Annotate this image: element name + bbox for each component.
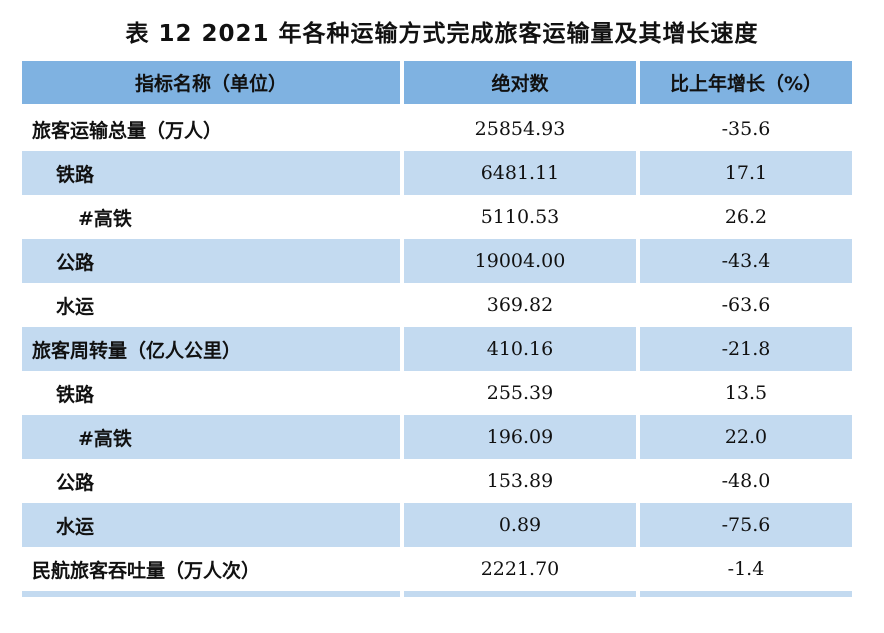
table-row: 铁路 255.39 13.5 [22,371,852,415]
row-value: 153.89 [486,470,554,492]
table-footer-band [22,591,852,597]
row-growth: 13.5 [724,382,768,404]
row-value: 5110.53 [480,206,560,228]
page-title: 表 12 2021 年各种运输方式完成旅客运输量及其增长速度 [125,21,759,47]
footer-cell [640,591,852,597]
table-row: 旅客运输总量（万人） 25854.93 -35.6 [22,107,852,151]
data-table: 指标名称（单位） 绝对数 比上年增长（%） 旅客运输总量（万人） 25854.9… [22,61,852,597]
row-growth: -43.4 [640,239,852,283]
row-growth: -75.6 [640,503,852,547]
table-row: 公路 153.89 -48.0 [22,459,852,503]
row-name: 公路 [56,471,95,494]
header-growth-rate: 比上年增长（%） [640,61,852,107]
row-growth: -63.6 [721,294,771,316]
table-row: 铁路 6481.11 17.1 [22,151,852,195]
row-value: 19004.00 [404,239,636,283]
table-row: 水运 0.89 -75.6 [22,503,852,547]
row-name: 旅客周转量（亿人公里） [22,327,400,371]
table-header: 指标名称（单位） 绝对数 比上年增长（%） [22,61,852,107]
row-growth: 22.0 [640,415,852,459]
row-name: 铁路 [22,151,400,195]
row-value: 196.09 [404,415,636,459]
header-indicator-name: 指标名称（单位） [22,61,400,107]
row-growth: 17.1 [640,151,852,195]
row-name: 公路 [22,239,400,283]
footer-cell [404,591,636,597]
table-row: #高铁 5110.53 26.2 [22,195,852,239]
table-row: 公路 19004.00 -43.4 [22,239,852,283]
row-value: 6481.11 [404,151,636,195]
row-value: 255.39 [486,382,554,404]
row-value: 25854.93 [474,118,566,140]
row-name: 水运 [56,295,95,318]
table-row: 旅客周转量（亿人公里） 410.16 -21.8 [22,327,852,371]
table-row: 水运 369.82 -63.6 [22,283,852,327]
row-name: 旅客运输总量（万人） [32,119,223,142]
row-value: 410.16 [404,327,636,371]
footer-cell [22,591,400,597]
row-name: 水运 [22,503,400,547]
row-growth: -48.0 [721,470,771,492]
row-growth: -35.6 [721,118,771,140]
table-row: #高铁 196.09 22.0 [22,415,852,459]
row-value: 2221.70 [480,558,560,580]
row-growth: -21.8 [640,327,852,371]
row-name: 铁路 [56,383,95,406]
row-name: #高铁 [22,415,400,459]
table-row: 民航旅客吞吐量（万人次） 2221.70 -1.4 [22,547,852,591]
row-growth: -1.4 [727,558,765,580]
row-name: #高铁 [78,207,132,230]
row-value: 369.82 [486,294,554,316]
row-name: 民航旅客吞吐量（万人次） [32,559,261,582]
row-growth: 26.2 [724,206,768,228]
row-value: 0.89 [404,503,636,547]
header-absolute-value: 绝对数 [404,61,636,107]
